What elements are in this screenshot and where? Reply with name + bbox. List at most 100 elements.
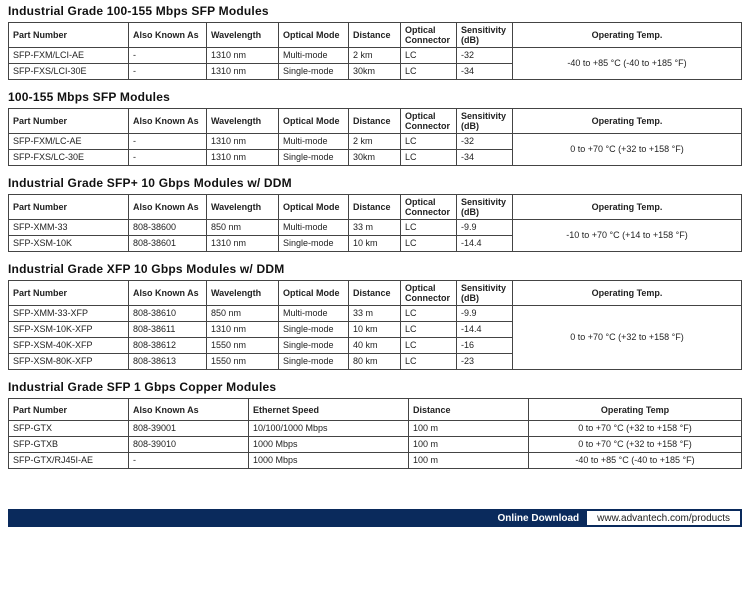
- cell: 33 m: [349, 306, 401, 322]
- cell: Single-mode: [279, 322, 349, 338]
- cell: Multi-mode: [279, 220, 349, 236]
- cell: LC: [401, 322, 457, 338]
- cell: SFP-GTX: [9, 421, 129, 437]
- column-header: Distance: [349, 195, 401, 220]
- column-header: Sensitivity (dB): [457, 23, 513, 48]
- column-header: Wavelength: [207, 23, 279, 48]
- cell: 100 m: [409, 437, 529, 453]
- cell: 1000 Mbps: [249, 437, 409, 453]
- cell: -34: [457, 150, 513, 166]
- column-header: Also Known As: [129, 23, 207, 48]
- column-header: Optical Connector: [401, 281, 457, 306]
- table-row: SFP-GTXB808-390101000 Mbps100 m0 to +70 …: [9, 437, 742, 453]
- cell: SFP-XSM-10K-XFP: [9, 322, 129, 338]
- cell: -: [129, 453, 249, 469]
- cell: -: [129, 134, 207, 150]
- cell: 2 km: [349, 48, 401, 64]
- cell: 808-38600: [129, 220, 207, 236]
- column-header: Part Number: [9, 23, 129, 48]
- column-header: Part Number: [9, 399, 129, 421]
- cell: SFP-XMM-33-XFP: [9, 306, 129, 322]
- spec-table: Part NumberAlso Known AsWavelengthOptica…: [8, 280, 742, 370]
- cell: LC: [401, 306, 457, 322]
- column-header: Sensitivity (dB): [457, 109, 513, 134]
- column-header: Optical Connector: [401, 195, 457, 220]
- cell: 100 m: [409, 421, 529, 437]
- cell: Single-mode: [279, 64, 349, 80]
- cell: -: [129, 48, 207, 64]
- column-header: Optical Connector: [401, 109, 457, 134]
- column-header: Optical Mode: [279, 195, 349, 220]
- cell: SFP-XSM-40K-XFP: [9, 338, 129, 354]
- cell: SFP-FXM/LCI-AE: [9, 48, 129, 64]
- footer-download-label: Online Download: [489, 509, 587, 527]
- table-row: SFP-XMM-33808-38600850 nmMulti-mode33 mL…: [9, 220, 742, 236]
- cell: 33 m: [349, 220, 401, 236]
- spec-table: Part NumberAlso Known AsWavelengthOptica…: [8, 108, 742, 166]
- footer-url-link[interactable]: www.advantech.com/products: [587, 509, 742, 527]
- column-header: Also Known As: [129, 109, 207, 134]
- column-header: Also Known As: [129, 399, 249, 421]
- table-row: SFP-GTX/RJ45I-AE-1000 Mbps100 m-40 to +8…: [9, 453, 742, 469]
- cell: -23: [457, 354, 513, 370]
- cell: -14.4: [457, 236, 513, 252]
- cell: 10 km: [349, 236, 401, 252]
- cell: SFP-GTX/RJ45I-AE: [9, 453, 129, 469]
- cell: 40 km: [349, 338, 401, 354]
- cell: 2 km: [349, 134, 401, 150]
- cell: -34: [457, 64, 513, 80]
- column-header: Operating Temp.: [513, 195, 742, 220]
- cell: 808-38601: [129, 236, 207, 252]
- column-header: Operating Temp.: [513, 23, 742, 48]
- cell: -10 to +70 °C (+14 to +158 °F): [513, 220, 742, 252]
- section-title: Industrial Grade SFP 1 Gbps Copper Modul…: [8, 380, 742, 394]
- cell: SFP-XMM-33: [9, 220, 129, 236]
- cell: 1550 nm: [207, 338, 279, 354]
- column-header: Optical Mode: [279, 281, 349, 306]
- cell: 1000 Mbps: [249, 453, 409, 469]
- cell: 30km: [349, 64, 401, 80]
- cell: -: [129, 150, 207, 166]
- cell: 808-38611: [129, 322, 207, 338]
- section-title: 100-155 Mbps SFP Modules: [8, 90, 742, 104]
- cell: -14.4: [457, 322, 513, 338]
- table-row: SFP-FXM/LCI-AE-1310 nmMulti-mode2 kmLC-3…: [9, 48, 742, 64]
- cell: SFP-XSM-10K: [9, 236, 129, 252]
- column-header: Part Number: [9, 195, 129, 220]
- column-header: Optical Mode: [279, 109, 349, 134]
- cell: LC: [401, 220, 457, 236]
- cell: 10 km: [349, 322, 401, 338]
- cell: -40 to +85 °C (-40 to +185 °F): [513, 48, 742, 80]
- cell: 808-38612: [129, 338, 207, 354]
- column-header: Distance: [409, 399, 529, 421]
- cell: -32: [457, 134, 513, 150]
- column-header: Operating Temp.: [513, 109, 742, 134]
- cell: 1550 nm: [207, 354, 279, 370]
- column-header: Optical Connector: [401, 23, 457, 48]
- cell: 1310 nm: [207, 322, 279, 338]
- column-header: Sensitivity (dB): [457, 281, 513, 306]
- footer-bar: Online Download www.advantech.com/produc…: [8, 509, 742, 527]
- table-row: SFP-GTX808-3900110/100/1000 Mbps100 m0 t…: [9, 421, 742, 437]
- spec-table: Part NumberAlso Known AsEthernet SpeedDi…: [8, 398, 742, 469]
- column-header: Part Number: [9, 281, 129, 306]
- cell: SFP-XSM-80K-XFP: [9, 354, 129, 370]
- column-header: Distance: [349, 109, 401, 134]
- column-header: Wavelength: [207, 281, 279, 306]
- column-header: Also Known As: [129, 281, 207, 306]
- cell: 0 to +70 °C (+32 to +158 °F): [513, 134, 742, 166]
- spec-table: Part NumberAlso Known AsWavelength Optica…: [8, 22, 742, 80]
- cell: Multi-mode: [279, 306, 349, 322]
- cell: 0 to +70 °C (+32 to +158 °F): [529, 437, 742, 453]
- table-row: SFP-FXM/LC-AE-1310 nmMulti-mode2 kmLC-32…: [9, 134, 742, 150]
- cell: 0 to +70 °C (+32 to +158 °F): [513, 306, 742, 370]
- cell: 10/100/1000 Mbps: [249, 421, 409, 437]
- cell: -9.9: [457, 306, 513, 322]
- column-header: Part Number: [9, 109, 129, 134]
- cell: 80 km: [349, 354, 401, 370]
- table-row: SFP-XMM-33-XFP808-38610850 nmMulti-mode3…: [9, 306, 742, 322]
- cell: 100 m: [409, 453, 529, 469]
- section-title: Industrial Grade SFP+ 10 Gbps Modules w/…: [8, 176, 742, 190]
- cell: SFP-FXM/LC-AE: [9, 134, 129, 150]
- cell: 808-38610: [129, 306, 207, 322]
